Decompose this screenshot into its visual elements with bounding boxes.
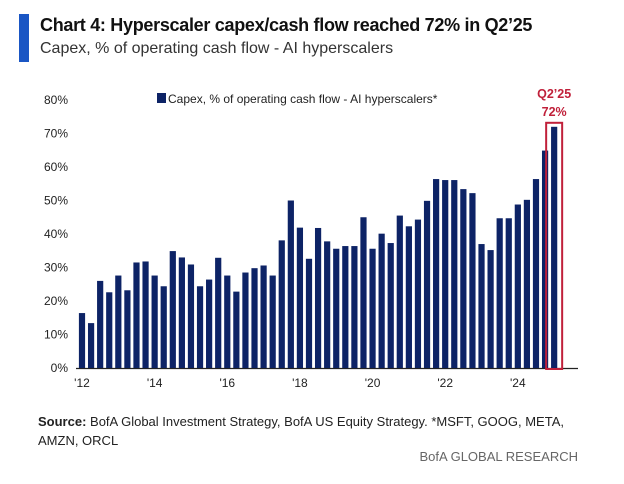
bar (451, 180, 458, 368)
y-axis: 0% 10% 20% 30% 40% 50% 60% 70% 80% (44, 93, 68, 375)
bar (278, 240, 285, 368)
bar (532, 179, 540, 368)
bar (505, 218, 512, 368)
annotation-value: 72% (542, 105, 567, 119)
bar (405, 226, 412, 368)
chart-subtitle: Capex, % of operating cash flow - AI hyp… (40, 40, 394, 57)
legend: Capex, % of operating cash flow - AI hyp… (157, 92, 438, 106)
source-text: BofA Global Investment Strategy, BofA US… (38, 414, 564, 448)
bar (142, 261, 149, 368)
y-tick-label: 0% (51, 361, 69, 375)
bar (106, 292, 113, 368)
x-tick-label: '14 (147, 376, 163, 390)
bar (496, 218, 503, 368)
bar (414, 219, 422, 368)
bar (442, 180, 449, 368)
bar (360, 217, 367, 368)
bar (333, 248, 340, 368)
bar (196, 286, 204, 368)
bar (523, 199, 531, 368)
legend-swatch (157, 93, 166, 103)
bar (97, 280, 104, 368)
bar (541, 150, 549, 368)
bar (78, 313, 86, 368)
bar (133, 262, 140, 368)
source-label: Source: (38, 414, 87, 429)
bar (487, 250, 494, 368)
bar (169, 251, 176, 368)
bar (151, 275, 158, 368)
bar (387, 243, 394, 368)
y-tick-label: 10% (44, 328, 68, 342)
bar (233, 291, 240, 368)
bar (396, 215, 403, 368)
bar (324, 241, 331, 368)
bar (260, 265, 267, 368)
x-tick-label: '12 (74, 376, 90, 390)
y-tick-label: 40% (44, 227, 68, 241)
bar (378, 233, 385, 368)
bar (314, 227, 322, 368)
bar (287, 200, 294, 368)
bar (342, 246, 349, 368)
bar (423, 200, 431, 368)
x-tick-label: '16 (219, 376, 235, 390)
bar (469, 193, 476, 368)
y-tick-label: 60% (44, 160, 68, 174)
bar (124, 290, 131, 368)
annotation: Q2’25 72% (537, 87, 571, 370)
y-tick-label: 80% (44, 93, 68, 107)
bar (551, 126, 558, 368)
chart-title: Chart 4: Hyperscaler capex/cash flow rea… (40, 15, 533, 35)
x-tick-label: '20 (365, 376, 381, 390)
bar (115, 275, 122, 368)
bar (251, 268, 258, 368)
annotation-period: Q2’25 (537, 87, 571, 101)
y-tick-label: 20% (44, 294, 68, 308)
bar (224, 275, 231, 368)
bar (305, 258, 313, 368)
bar (460, 189, 467, 368)
y-tick-label: 50% (44, 194, 68, 208)
bar (369, 248, 376, 368)
bar (206, 279, 213, 368)
bar (215, 257, 222, 368)
x-tick-label: '22 (437, 376, 453, 390)
y-tick-label: 30% (44, 261, 68, 275)
x-axis: '12 '14 '16 '18 '20 '22 '24 (74, 367, 578, 390)
bar (351, 246, 358, 368)
bar (242, 272, 249, 368)
bar (269, 275, 276, 368)
y-tick-label: 70% (44, 127, 68, 141)
source-note: Source: BofA Global Investment Strategy,… (38, 412, 578, 450)
brand-label: BofA GLOBAL RESEARCH (419, 449, 578, 464)
bar (296, 227, 304, 368)
title-accent-bar (19, 14, 29, 62)
bars (78, 126, 558, 368)
bar (478, 244, 485, 368)
x-tick-label: '24 (510, 376, 526, 390)
bar (187, 264, 195, 368)
legend-label: Capex, % of operating cash flow - AI hyp… (168, 92, 438, 106)
bar (87, 323, 95, 368)
bar (178, 257, 185, 368)
x-tick-label: '18 (292, 376, 308, 390)
highlight-box (545, 121, 564, 370)
bar (514, 204, 521, 368)
bar (433, 179, 440, 368)
bar (160, 286, 167, 368)
